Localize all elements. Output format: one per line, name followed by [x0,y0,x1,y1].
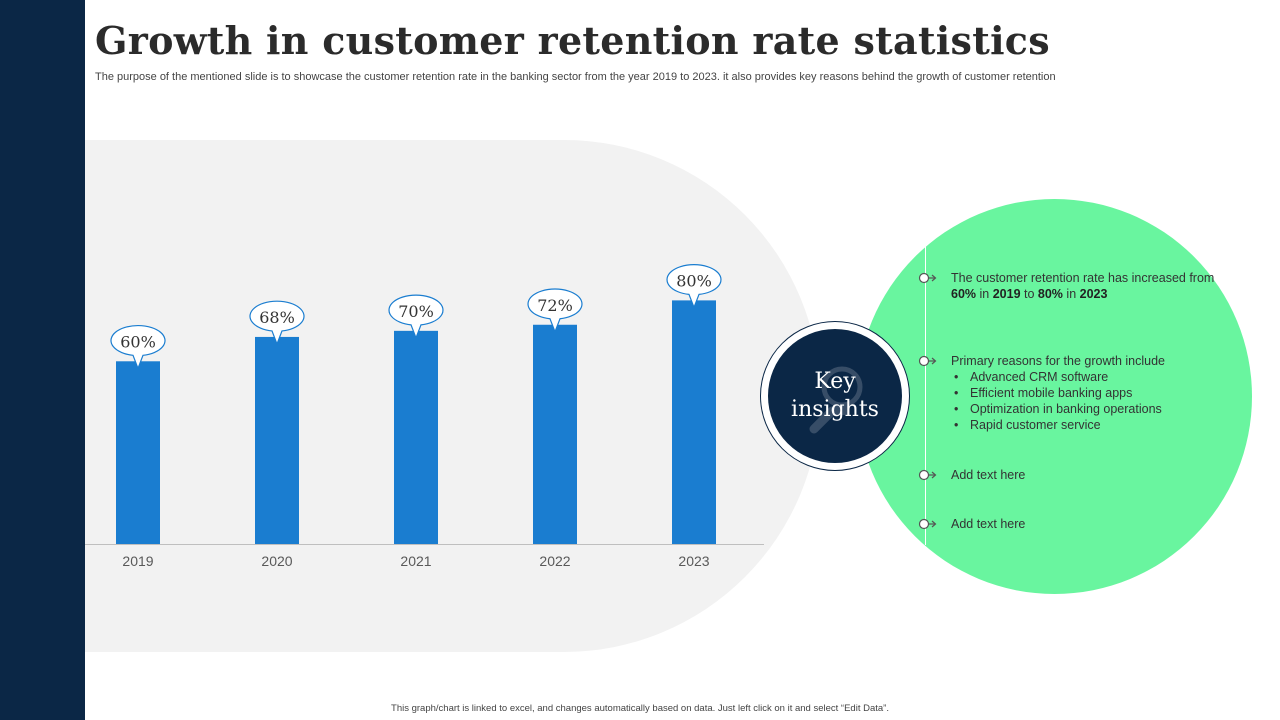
insight-retention-text-1: The customer retention rate has increase… [951,271,1215,285]
bar-chart[interactable]: 60% 2019 68% 2020 70% 2021 72% 2022 80% 2023 [85,140,820,652]
data-label-2021: 70% [398,302,434,321]
bar-2022[interactable] [533,324,577,544]
x-tick-label-2023: 2023 [678,553,709,569]
x-tick-label-2022: 2022 [539,553,570,569]
arrow-bullet-icon [918,469,937,481]
chart-background: 60% 2019 68% 2020 70% 2021 72% 2022 80% 2023 [85,140,820,652]
data-label-callout [666,264,722,310]
bar-2019[interactable] [116,361,160,544]
insight-reasons-list: Advanced CRM software Efficient mobile b… [951,369,1221,433]
arrow-bullet-icon [918,518,937,530]
data-label-callout [527,288,583,334]
reason-list-item: Efficient mobile banking apps [951,385,1221,401]
arrow-bullet-icon [918,272,937,284]
data-label-2020: 68% [259,308,295,327]
insights-divider [925,245,926,545]
page-title: Growth in customer retention rate statis… [95,18,1050,63]
insight-retention-year-to: 2023 [1079,287,1108,301]
insight-placeholder-text: Add text here [951,517,1026,531]
data-label-callout [110,325,166,370]
bar-2023[interactable] [672,300,716,544]
key-insights-badge: Key insights [768,329,902,463]
x-tick-label-2019: 2019 [122,553,153,569]
insight-placeholder-text: Add text here [951,468,1026,482]
insight-item-placeholder-2: Add text here [918,516,1221,532]
insight-retention-text-4: in [1062,287,1080,301]
key-insights-label-line1: Key [814,369,856,394]
page-subtitle: The purpose of the mentioned slide is to… [95,71,1056,83]
key-insights-label: Key insights [780,368,890,424]
key-insights-label-line2: insights [791,397,879,422]
reason-list-item: Advanced CRM software [951,369,1221,385]
insight-item-retention: The customer retention rate has increase… [918,270,1221,302]
insight-retention-value-to: 80% [1037,287,1063,301]
footer-note: This graph/chart is linked to excel, and… [391,703,889,714]
arrow-bullet-icon [918,355,937,367]
insight-item-placeholder-1: Add text here [918,467,1221,483]
bar-2020[interactable] [255,336,299,544]
reason-list-item: Optimization in banking operations [951,401,1221,417]
left-sidebar-band [0,0,85,720]
insight-retention-year-from: 2019 [992,287,1021,301]
insight-retention-text-2: in [976,287,993,301]
insight-reasons-intro: Primary reasons for the growth include [951,354,1165,368]
bar-2021[interactable] [394,330,438,544]
insight-retention-value-from: 60% [951,287,977,301]
x-tick-label-2021: 2021 [400,553,431,569]
reason-list-item: Rapid customer service [951,417,1221,433]
data-label-2022: 72% [537,296,573,315]
lightbulb-icon [809,366,863,434]
data-label-2019: 60% [120,332,156,351]
data-label-2023: 80% [676,271,712,290]
insight-item-reasons: Primary reasons for the growth include A… [918,353,1221,433]
data-label-callout [249,300,305,346]
x-tick-label-2020: 2020 [261,553,292,569]
insight-retention-text-3: to [1020,287,1038,301]
data-label-callout [388,294,444,340]
